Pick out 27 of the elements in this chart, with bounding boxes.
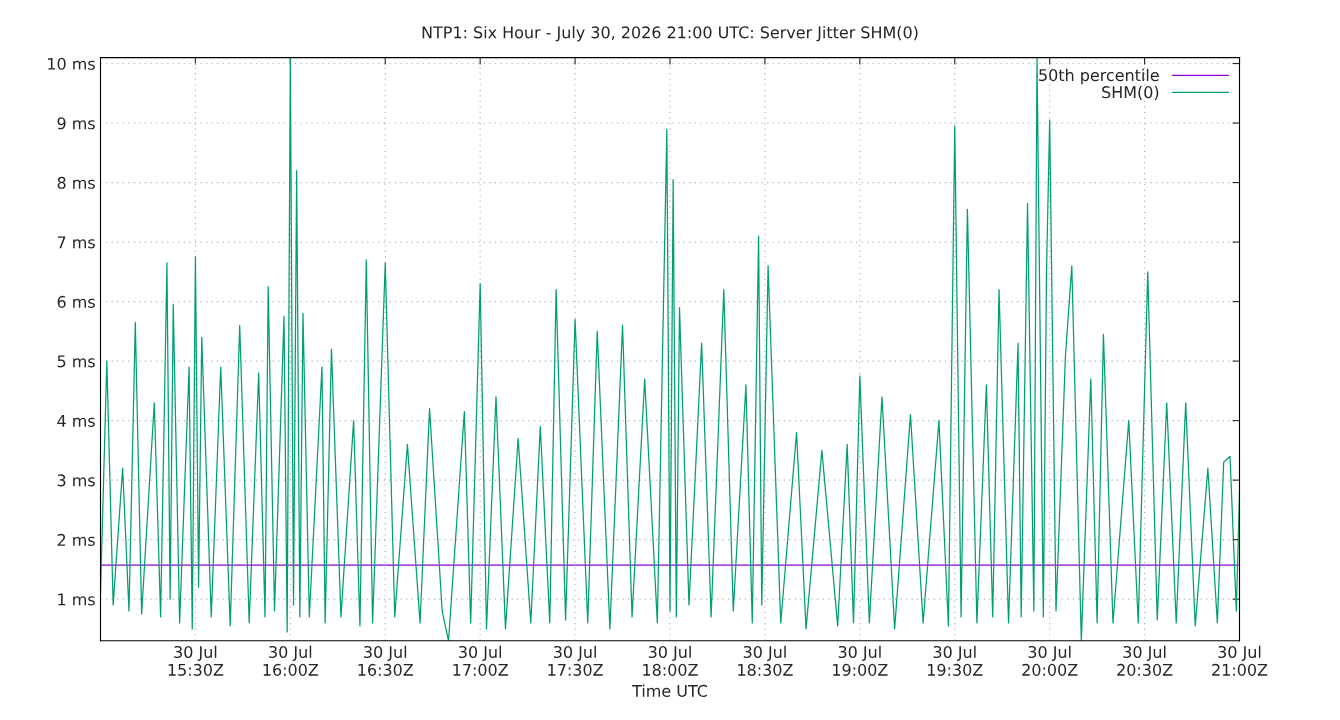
y-tick-label: 10 ms xyxy=(48,57,95,70)
x-tick-label: 30 Jul 16:00Z xyxy=(263,645,319,676)
y-tick-label: 1 ms xyxy=(58,593,95,606)
y-tick-label: 6 ms xyxy=(57,295,95,308)
x-tick-label: 30 Jul 18:30Z xyxy=(738,645,793,676)
x-tick-label: 30 Jul 18:00Z xyxy=(643,645,698,676)
x-axis-title: Time UTC xyxy=(632,684,708,697)
x-tick-label: 30 Jul 19:00Z xyxy=(833,645,888,676)
x-tick-label: 30 Jul 19:30Z xyxy=(928,645,983,676)
x-tick-label: 30 Jul 17:30Z xyxy=(548,645,603,676)
x-tick-label: 30 Jul 20:00Z xyxy=(1022,645,1078,676)
legend-label: SHM(0) xyxy=(1102,85,1159,101)
y-tick-label: 2 ms xyxy=(57,533,95,546)
y-tick-label: 5 ms xyxy=(57,355,95,368)
y-tick-label: 8 ms xyxy=(57,176,95,189)
y-tick-label: 4 ms xyxy=(57,415,95,427)
y-tick-label: 3 ms xyxy=(57,474,95,487)
chart-title: NTP1: Six Hour - July 30, 2026 21:00 UTC: Server Jitter SHM(0) xyxy=(422,26,918,42)
legend-label: 50th percentile xyxy=(1039,68,1159,85)
y-tick-label: 7 ms xyxy=(57,236,95,249)
line-series xyxy=(100,57,1240,641)
y-tick-label: 9 ms xyxy=(57,117,95,130)
x-tick-label: 30 Jul 15:30Z xyxy=(168,645,224,676)
x-tick-label: 30 Jul 17:00Z xyxy=(453,645,508,676)
x-tick-label: 30 Jul 20:30Z xyxy=(1117,645,1173,676)
x-tick-label: 30 Jul 21:00Z xyxy=(1212,645,1268,676)
x-tick-label: 30 Jul 16:30Z xyxy=(358,645,414,676)
